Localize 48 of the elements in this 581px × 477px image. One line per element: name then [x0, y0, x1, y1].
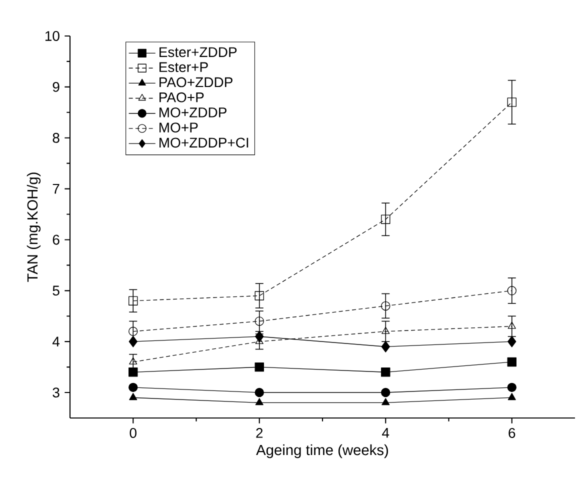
y-tick-label: 5: [52, 286, 60, 296]
point: [254, 388, 264, 398]
point: [255, 398, 264, 406]
y-tick-label: 7: [52, 184, 60, 194]
point: [507, 98, 516, 107]
point: [508, 393, 516, 400]
x-tick-label: 4: [382, 428, 390, 438]
y-tick-label: 10: [45, 31, 60, 41]
point: [507, 357, 516, 367]
point: [254, 291, 264, 300]
legend-label: Ester+P: [160, 62, 208, 72]
x-tick-label: 0: [130, 428, 136, 438]
point: [381, 301, 390, 311]
point: [128, 326, 138, 336]
y-tick-label: 6: [52, 234, 60, 245]
point: [382, 398, 390, 406]
point: [255, 330, 264, 342]
y-tick-label: 8: [52, 132, 60, 143]
point: [381, 368, 390, 377]
point: [128, 368, 138, 377]
legend-label: MO+ZDDP: [160, 107, 226, 118]
legend-label: Ester+ZDDP: [160, 47, 237, 58]
x-tick-label: 2: [256, 428, 263, 438]
legend-label: MO+ZDDP+CI: [160, 138, 248, 148]
point: [254, 362, 264, 372]
point: [129, 393, 138, 400]
legend-label: MO+P: [160, 122, 198, 133]
legend-label: PAO+ZDDP: [160, 77, 232, 88]
point: [128, 336, 138, 348]
point: [254, 316, 264, 326]
point: [382, 326, 390, 334]
point: [381, 214, 390, 224]
point: [507, 286, 516, 296]
y-tick-label: 4: [52, 336, 60, 346]
y-axis-title: TAN (mg.KOH/g): [26, 172, 41, 282]
point: [128, 296, 138, 306]
point: [507, 382, 516, 392]
y-tick-label: 3: [52, 388, 60, 398]
point: [129, 357, 138, 364]
x-axis-title: Ageing time (weeks): [256, 444, 388, 458]
point: [508, 322, 516, 329]
x-tick-label: 6: [508, 428, 516, 438]
point: [381, 388, 390, 398]
point: [128, 382, 138, 392]
point: [508, 336, 516, 348]
y-tick-label: 9: [52, 82, 60, 92]
point: [381, 341, 390, 352]
legend-label: PAO+P: [160, 92, 204, 102]
